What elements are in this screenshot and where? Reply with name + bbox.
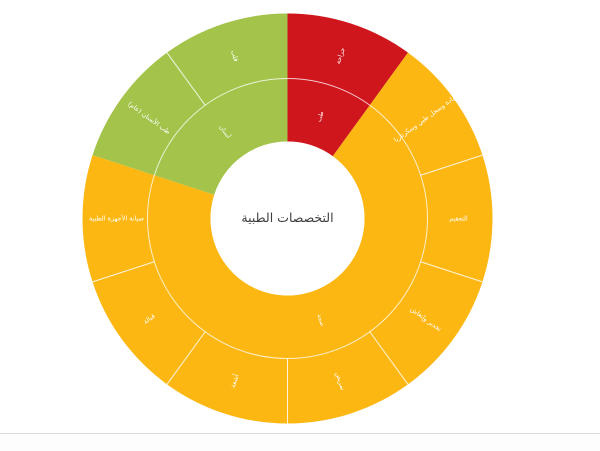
segment-separator (92, 261, 155, 283)
segment-separator (166, 331, 206, 385)
segment-label-outer-5: أشعة (228, 373, 241, 389)
sunburst-wedges (82, 13, 493, 424)
segment-label-outer-2: التعقيم (449, 215, 468, 223)
sunburst-segment-inner-1[interactable] (147, 105, 428, 359)
sunburst-center-hole (210, 141, 365, 296)
segment-label-inner-1: صحة (315, 313, 325, 327)
sunburst-segment-outer-8[interactable] (92, 52, 206, 176)
segment-label-outer-9: قلب (229, 49, 240, 63)
sunburst-segment-outer-0[interactable] (287, 13, 408, 106)
segment-separator (166, 52, 206, 106)
segment-separator (420, 154, 483, 176)
chart-title: التخصصات الطبية (241, 210, 333, 225)
sunburst-segment-outer-1[interactable] (369, 52, 483, 176)
segment-label-inner-0: طب (316, 110, 326, 123)
segment-separator (369, 331, 409, 385)
sunburst-segment-inner-0[interactable] (287, 78, 370, 157)
sunburst-segment-outer-5[interactable] (167, 331, 288, 424)
sunburst-segment-inner-2[interactable] (154, 78, 288, 195)
page-divider (0, 433, 600, 451)
sunburst-separators (92, 52, 483, 424)
sunburst-segment-outer-3[interactable] (369, 261, 483, 385)
sunburst-segment-outer-9[interactable] (167, 13, 288, 106)
sunburst-segment-outer-7[interactable] (82, 155, 155, 282)
segment-separator (420, 261, 483, 283)
sunburst-segment-outer-2[interactable] (420, 155, 493, 282)
segment-label-outer-7: صيانة الأجهزة الطبية (89, 214, 144, 223)
sunburst-segment-outer-4[interactable] (287, 331, 408, 424)
sunburst-segment-outer-6[interactable] (92, 261, 206, 385)
